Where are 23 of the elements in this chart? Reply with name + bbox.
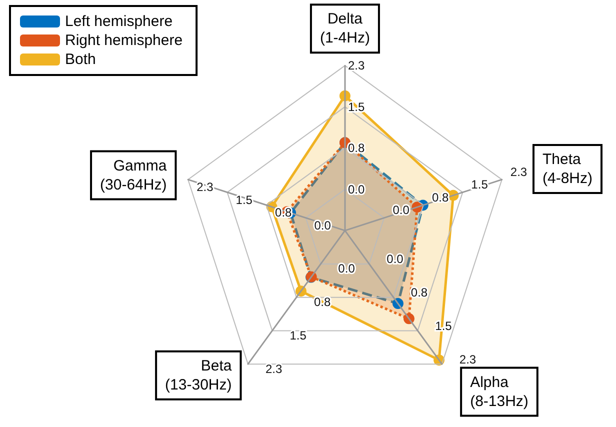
text: 2.3: [265, 362, 282, 376]
legend-label: Right hemisphere: [65, 32, 183, 49]
text: 2.3: [510, 164, 528, 179]
spoke-label: Delta (1-4Hz): [320, 10, 370, 47]
text: 0.0: [392, 203, 410, 218]
spoke-label: Theta (4-8Hz): [542, 150, 593, 187]
legend-label: Left hemisphere: [65, 13, 173, 30]
text: 0.0: [314, 218, 331, 232]
text: 0.8: [432, 190, 449, 204]
legend-label: Both: [65, 51, 96, 68]
text: 1.5: [236, 192, 252, 207]
text: 2.3: [459, 352, 476, 366]
spoke-label: Gamma (30-64Hz): [100, 157, 168, 194]
text: 0.8: [410, 286, 428, 300]
spoke-label: Beta (13-30Hz): [165, 357, 232, 394]
text: 2.3: [196, 180, 214, 194]
text: 1.5: [471, 178, 488, 192]
text: 1.5: [290, 328, 306, 342]
y-tick-label: 0.0: [348, 182, 365, 196]
y-tick-label: 2.3: [348, 58, 365, 73]
text: 0.0: [386, 252, 404, 266]
text: 0.0: [338, 262, 355, 276]
spoke-label: Alpha (8-13Hz): [470, 374, 528, 410]
